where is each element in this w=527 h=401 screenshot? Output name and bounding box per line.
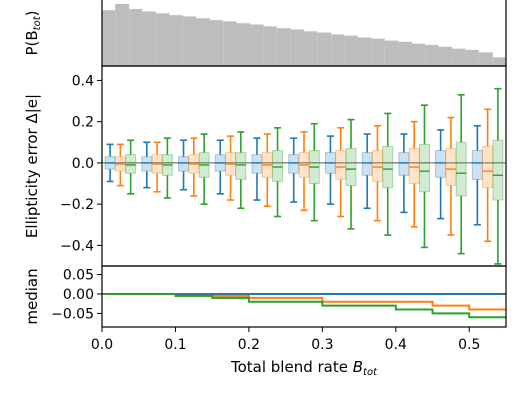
histogram-bar: [182, 16, 197, 66]
y-tick-label: 0.05: [63, 268, 94, 284]
histogram-bar: [155, 13, 170, 67]
histogram-bar: [209, 20, 224, 66]
x-tick-label: 0.5: [458, 337, 480, 353]
histogram-bar: [290, 29, 304, 67]
box: [272, 150, 284, 182]
histogram-bar: [465, 49, 479, 66]
box: [398, 152, 410, 176]
box: [492, 139, 504, 201]
histogram-bar: [452, 48, 466, 66]
box: [455, 141, 467, 197]
histogram-bar: [223, 21, 237, 66]
histogram-bar: [236, 23, 251, 66]
histogram-bar: [263, 26, 277, 66]
histogram-ylabel-main: P(B: [23, 30, 41, 55]
histogram-bar: [196, 18, 210, 66]
histogram-bar: [304, 31, 318, 67]
x-tick-label: 0.0: [91, 337, 113, 353]
box: [345, 147, 357, 187]
histogram-bar: [492, 57, 506, 66]
histogram-ylabel-sub: tot: [32, 15, 43, 30]
histogram-bar: [371, 38, 385, 66]
histogram-bar: [438, 46, 453, 66]
box: [471, 150, 483, 180]
box: [251, 154, 263, 174]
histogram-ylabel: P(Btot): [23, 10, 43, 55]
median-step-line: [102, 292, 506, 319]
median-frame: [101, 265, 507, 328]
box: [235, 152, 247, 180]
y-tick-label: 0.00: [63, 287, 94, 303]
histogram-bar: [276, 28, 291, 66]
histogram-bar: [478, 52, 493, 66]
box: [125, 154, 137, 174]
y-tick-label: 0.4: [72, 73, 94, 89]
x-axis-label-main: Total blend rate: [230, 358, 353, 376]
x-tick-label: 0.4: [385, 337, 407, 353]
histogram-bar: [344, 35, 358, 66]
histogram-panel: P(Btot): [23, 0, 507, 67]
ellipticity-ylabel: Ellipticity error Δ|e|: [23, 94, 41, 238]
histogram-bar: [102, 10, 116, 66]
box: [288, 154, 300, 174]
histogram-bar: [142, 11, 156, 67]
x-axis-label-var: B: [353, 358, 363, 376]
histogram-bar: [398, 41, 412, 66]
histogram-bar: [250, 24, 264, 66]
x-axis-label: Total blend rate Btot: [230, 358, 378, 378]
box: [335, 150, 347, 180]
histogram-bar: [411, 43, 426, 66]
box: [382, 145, 394, 189]
histogram-bar: [129, 8, 143, 67]
histogram-bar: [331, 34, 345, 66]
y-tick-label: −0.4: [60, 238, 94, 254]
median-ylabel: median: [23, 268, 41, 324]
ellipticity-boxplot-panel: 0.4 0.2 0.0 −0.2 −0.4 Ellipticity error Δ|e|: [23, 65, 507, 267]
histogram-bar: [317, 32, 332, 66]
box: [371, 150, 383, 182]
box: [408, 147, 420, 185]
y-tick-label: 0.2: [72, 115, 94, 131]
x-axis-label-sub: tot: [363, 367, 378, 378]
median-panel: 0.05 0.00 −0.05 median 0.0 0.1 0.2 0.3 0.4 0.5 Tot…: [23, 265, 507, 378]
box: [445, 147, 457, 187]
box: [482, 145, 494, 189]
y-tick-label: −0.2: [60, 197, 94, 213]
histogram-bar: [425, 44, 439, 66]
box: [361, 152, 373, 176]
x-tick-label: 0.3: [311, 337, 333, 353]
box: [141, 156, 153, 172]
x-tick-label: 0.1: [164, 337, 186, 353]
y-tick-label: 0.0: [72, 156, 94, 172]
y-tick-label: −0.05: [51, 306, 94, 322]
histogram-bar: [169, 15, 183, 66]
x-tick-label: 0.2: [238, 337, 260, 353]
histogram-bar: [115, 4, 130, 66]
box: [178, 156, 190, 172]
box: [435, 150, 447, 178]
histogram-bar: [384, 40, 399, 66]
box: [418, 143, 430, 193]
histogram-ylabel-close: ): [23, 10, 41, 16]
histogram-bar: [357, 37, 372, 66]
